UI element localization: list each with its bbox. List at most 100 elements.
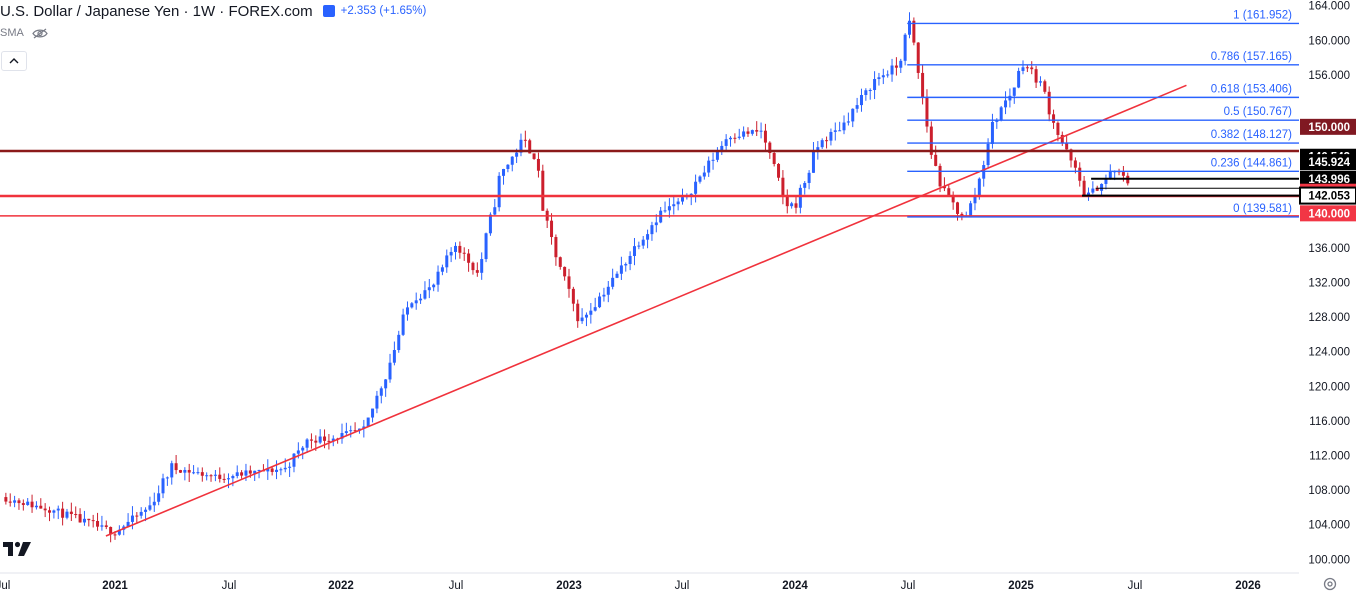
collapse-button[interactable] xyxy=(1,51,27,71)
candle-body xyxy=(977,178,981,196)
fib-level-label: 0.382 (148.127) xyxy=(1211,129,1292,141)
indicator-label: SMA xyxy=(0,27,24,39)
candle-body xyxy=(192,472,196,474)
candle-body xyxy=(567,276,571,289)
candle-body xyxy=(340,433,344,439)
candle-body xyxy=(1004,100,1008,108)
candle-body xyxy=(1091,188,1095,193)
time-tick: 2022 xyxy=(328,580,354,592)
candle-body xyxy=(737,136,741,138)
candle-body xyxy=(484,233,488,260)
candle-body xyxy=(541,170,545,211)
candle-body xyxy=(440,267,444,272)
candle-body xyxy=(768,142,772,154)
candle-body xyxy=(593,307,597,311)
candle-body xyxy=(78,514,82,523)
price-tick: 160.000 xyxy=(1308,35,1350,47)
candle-body xyxy=(1073,160,1077,168)
candle-body xyxy=(471,262,475,271)
candle-body xyxy=(606,286,610,295)
candle-body xyxy=(69,511,73,515)
candle-body xyxy=(200,472,204,476)
fib-level-label: 0.5 (150.767) xyxy=(1224,106,1293,118)
candle-body xyxy=(938,165,942,187)
candle-body xyxy=(305,439,309,448)
candle-body xyxy=(384,379,388,389)
candle-body xyxy=(91,520,95,522)
candle-body xyxy=(458,245,462,253)
price-label-bg xyxy=(1300,118,1356,135)
candle-body xyxy=(1060,134,1064,144)
price-label: 145.924 xyxy=(1308,157,1350,169)
candle-body xyxy=(161,478,165,494)
candle-body xyxy=(733,137,737,139)
candle-body xyxy=(397,334,401,351)
price-tick: 128.000 xyxy=(1308,312,1350,324)
symbol-title[interactable]: U.S. Dollar / Japanese Yen · 1W · FOREX.… xyxy=(0,2,313,20)
price-tick: 136.000 xyxy=(1308,243,1350,255)
candle-body xyxy=(52,510,56,513)
price-label-bg xyxy=(1300,170,1356,187)
price-label-bg xyxy=(1300,205,1356,222)
candle-body xyxy=(681,197,684,202)
gear-icon[interactable] xyxy=(1322,576,1338,592)
candle-body xyxy=(890,65,894,75)
indicator-row[interactable]: SMA xyxy=(0,27,48,39)
candle-body xyxy=(615,273,619,278)
candle-body xyxy=(253,470,257,474)
candle-body xyxy=(624,264,628,266)
candle-body xyxy=(820,140,824,148)
candle-body xyxy=(510,156,514,165)
candle-body xyxy=(667,206,671,211)
candle-body xyxy=(65,511,69,518)
candle-body xyxy=(724,139,728,146)
candle-body xyxy=(536,158,540,171)
candle-body xyxy=(388,362,392,380)
candle-body xyxy=(523,139,527,141)
candle-body xyxy=(842,122,846,131)
candle-body xyxy=(26,501,30,505)
candle-body xyxy=(1104,177,1108,184)
candle-body xyxy=(999,107,1003,121)
candle-body xyxy=(1008,95,1012,101)
candle-body xyxy=(266,468,270,472)
time-tick: Jul xyxy=(222,580,237,592)
candle-body xyxy=(309,439,313,441)
chart-header: U.S. Dollar / Japanese Yen · 1W · FOREX.… xyxy=(0,2,426,20)
candle-body xyxy=(301,447,305,451)
time-tick: Jul xyxy=(1128,580,1143,592)
candle-body xyxy=(353,430,357,432)
candle-body xyxy=(755,130,759,132)
candle-body xyxy=(829,131,833,141)
price-label: 143.996 xyxy=(1308,174,1350,186)
candle-body xyxy=(344,431,348,434)
candle-body xyxy=(632,246,636,256)
candle-body xyxy=(218,474,222,479)
candle-body xyxy=(571,288,575,304)
candle-body xyxy=(209,475,213,477)
candle-body xyxy=(942,186,946,189)
candle-body xyxy=(763,130,767,143)
candle-body xyxy=(231,476,235,479)
time-axis: Jul 2021 Jul 2022 Jul 2023 Jul 2024 Jul 2025 Jul 20… xyxy=(0,580,1261,592)
candle-body xyxy=(903,34,907,61)
candle-body xyxy=(925,97,929,127)
candle-body xyxy=(558,257,562,267)
candle-body xyxy=(48,510,52,513)
candle-body xyxy=(318,436,322,443)
price-tick: 104.000 xyxy=(1308,520,1350,532)
candle-body xyxy=(87,518,91,521)
candle-body xyxy=(1012,87,1016,96)
candle-body xyxy=(1030,67,1034,70)
candle-body xyxy=(1100,183,1104,191)
candle-body xyxy=(109,526,113,535)
candle-body xyxy=(493,207,497,215)
eye-hidden-icon[interactable] xyxy=(32,28,48,39)
candle-body xyxy=(912,20,916,43)
candle-body xyxy=(528,140,532,154)
candle-body xyxy=(270,468,274,472)
candle-body xyxy=(986,143,990,166)
candle-body xyxy=(323,436,327,441)
tradingview-logo xyxy=(3,541,31,556)
